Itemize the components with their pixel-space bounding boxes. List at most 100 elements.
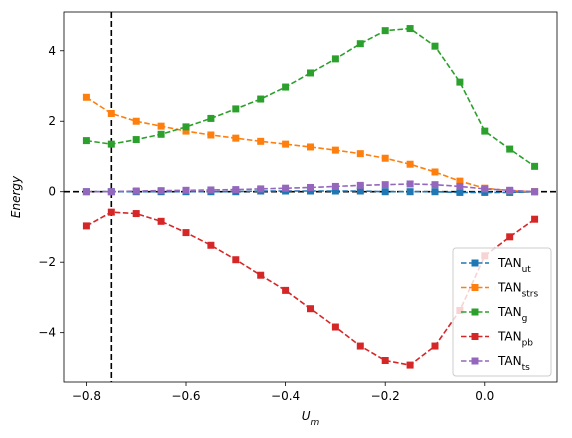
y-tick-label: 4 [48,44,56,58]
data-point-g [307,69,314,77]
data-point-g [232,105,240,113]
axes-frame [63,11,558,383]
data-point-pb [307,305,314,313]
data-point-strs [157,122,165,130]
data-point-ts [157,187,165,195]
data-point-ts [381,181,389,189]
data-point-ts [82,188,90,196]
series-ts [82,180,539,196]
data-point-pb [531,215,539,223]
legend: TANut TANstrs TANg TANpb TANts [452,247,552,377]
legend-item-g: TANg [461,305,527,324]
data-point-g [107,140,115,148]
legend-item-pb: TANpb [461,330,533,349]
data-point-strs [381,154,389,162]
data-point-pb [107,208,115,216]
data-point-ts [257,185,265,193]
data-point-strs [182,127,190,135]
data-point-ut [431,188,439,196]
y-tick-label: −4 [38,326,56,340]
x-tick-label: −0.2 [371,389,400,403]
x-tick-label: −0.4 [271,389,300,403]
data-point-ts [207,186,215,194]
data-point-g [82,137,90,145]
data-point-ts [182,186,190,194]
legend-label: TANts [497,354,530,373]
legend-label: TANstrs [497,281,539,300]
data-point-pb [232,256,240,264]
legend-item-strs: TANstrs [461,281,539,300]
data-point-strs [107,109,115,117]
data-point-ut [307,187,314,195]
data-point-pb [82,222,90,230]
y-tick-label: 2 [48,114,56,128]
data-point-g [331,55,339,63]
data-point-ts [456,182,464,190]
data-point-pb [182,229,190,237]
data-point-strs [431,168,439,176]
legend-marker [471,284,479,291]
data-point-pb [506,233,514,241]
data-point-strs [406,160,414,168]
data-point-ts [132,187,140,195]
legend-label: TANpb [497,330,533,349]
data-point-ut [381,188,389,196]
data-point-g [182,123,190,131]
data-point-g [356,40,364,48]
data-point-pb [331,323,339,331]
data-point-strs [307,143,314,151]
data-point-g [257,95,265,103]
data-point-ts [331,182,339,190]
x-tick-label: −0.8 [72,389,101,403]
legend-marker [471,333,479,340]
data-point-ts [232,186,240,194]
series-g [82,25,539,170]
data-point-ts [307,183,314,191]
x-tick-label: −0.6 [171,389,200,403]
data-point-pb [406,361,414,369]
data-point-g [481,127,489,135]
data-point-pb [157,217,165,225]
data-point-g [207,114,215,122]
data-point-g [282,83,290,91]
data-point-ts [282,184,290,192]
x-tick-label: 0.0 [475,389,494,403]
y-tick-label: 0 [48,185,56,199]
data-point-g [381,27,389,35]
data-point-pb [132,210,140,218]
data-point-g [531,162,539,170]
x-axis-title: Um [302,409,320,428]
data-point-pb [282,286,290,294]
data-point-strs [232,134,240,142]
data-point-pb [207,241,215,249]
data-point-ts [107,188,115,196]
data-point-ut [406,188,414,196]
data-point-ts [356,181,364,189]
data-point-ut [456,188,464,196]
data-point-g [157,130,165,138]
data-point-pb [356,342,364,350]
data-point-strs [257,137,265,145]
data-point-ut [481,188,489,196]
data-point-g [456,78,464,86]
legend-marker [471,357,479,365]
data-point-ts [481,185,489,193]
legend-item-ut: TANut [461,256,531,275]
data-point-g [506,145,514,153]
data-point-ts [431,181,439,189]
data-point-strs [331,146,339,154]
data-point-strs [132,117,140,125]
data-point-pb [431,342,439,350]
data-point-strs [282,140,290,148]
data-point-g [431,42,439,50]
data-point-strs [207,131,215,139]
legend-box [452,247,552,377]
data-point-g [132,136,140,144]
legend-marker [471,308,479,316]
data-point-strs [82,93,90,101]
legend-item-ts: TANts [461,354,530,373]
data-point-pb [381,357,389,365]
legend-label: TANg [497,305,527,324]
legend-marker [471,259,479,267]
data-point-strs [456,177,464,185]
